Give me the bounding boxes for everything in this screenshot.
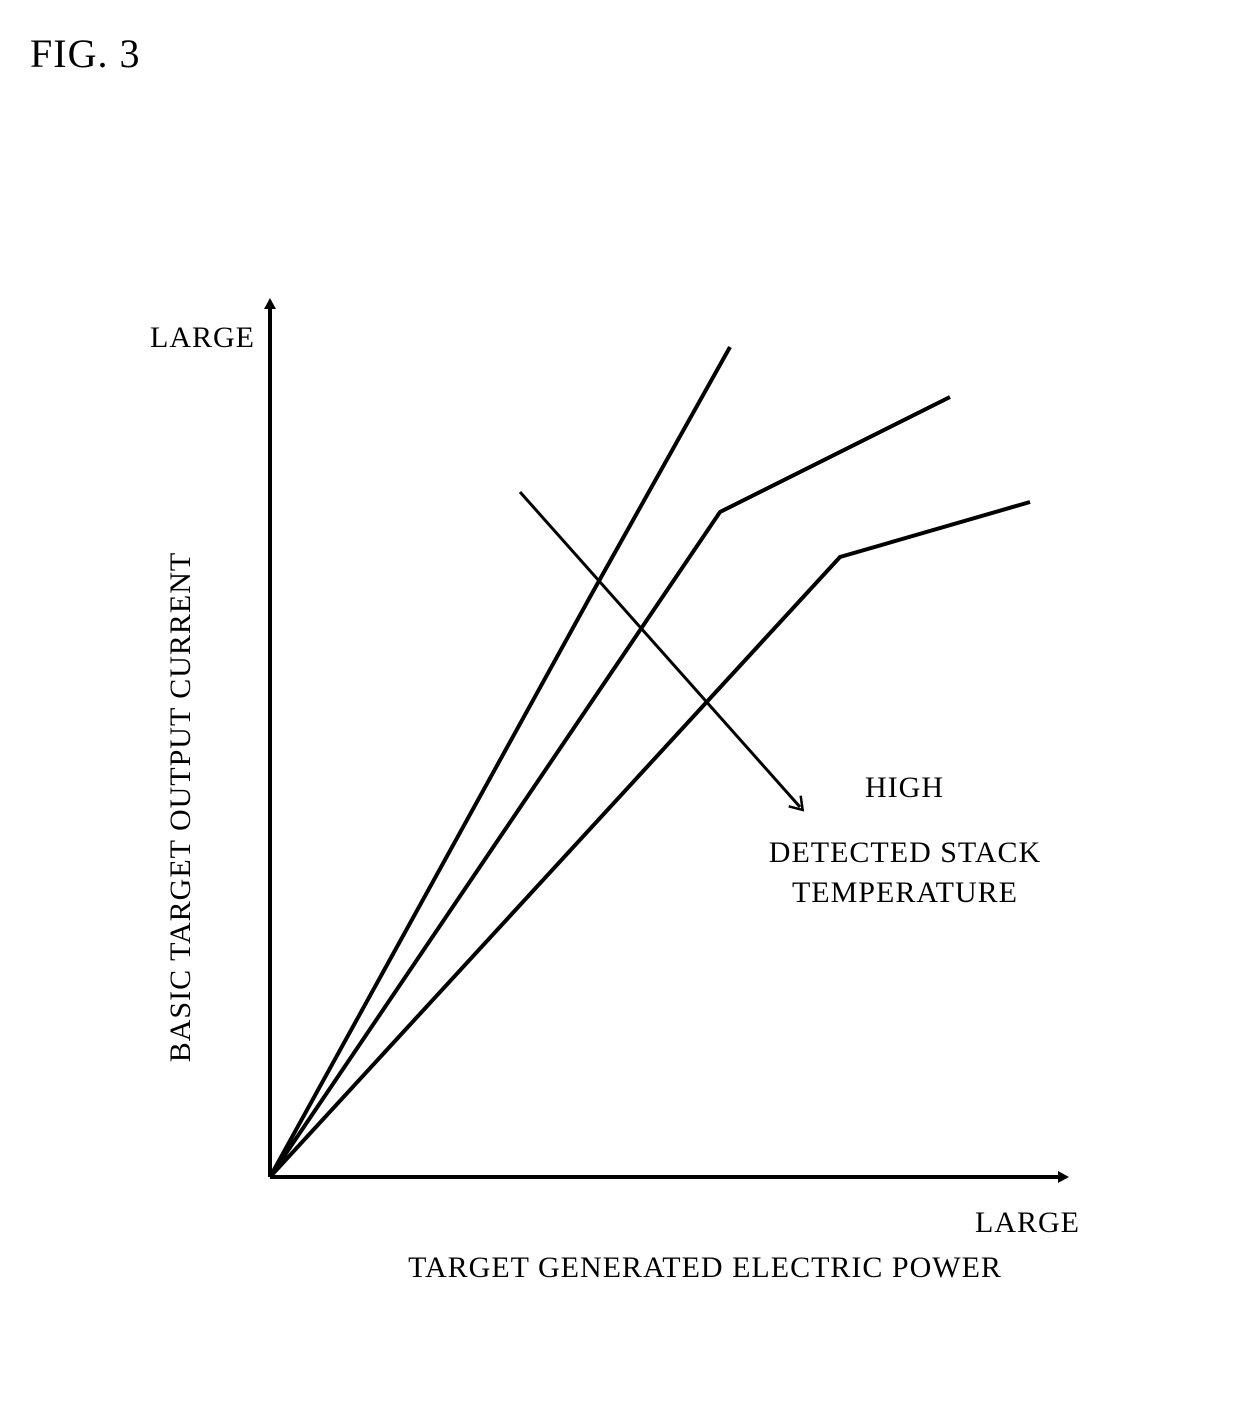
- y-axis-end-label: LARGE: [150, 321, 255, 354]
- annotation-main-label-2: TEMPERATURE: [792, 876, 1018, 909]
- figure-label: FIG. 3: [30, 30, 1220, 77]
- annotation-direction-label: HIGH: [865, 771, 944, 804]
- chart-container: LARGE LARGE BASIC TARGET OUTPUT CURRENT …: [120, 277, 1120, 1377]
- x-axis-label: TARGET GENERATED ELECTRIC POWER: [408, 1251, 1002, 1284]
- x-axis-end-label: LARGE: [975, 1206, 1080, 1239]
- curve-1: [270, 347, 730, 1177]
- annotation-main-label-1: DETECTED STACK: [769, 836, 1041, 869]
- y-axis-label: BASIC TARGET OUTPUT CURRENT: [164, 552, 197, 1063]
- chart-svg: LARGE LARGE BASIC TARGET OUTPUT CURRENT …: [120, 277, 1120, 1377]
- curve-2: [270, 397, 950, 1177]
